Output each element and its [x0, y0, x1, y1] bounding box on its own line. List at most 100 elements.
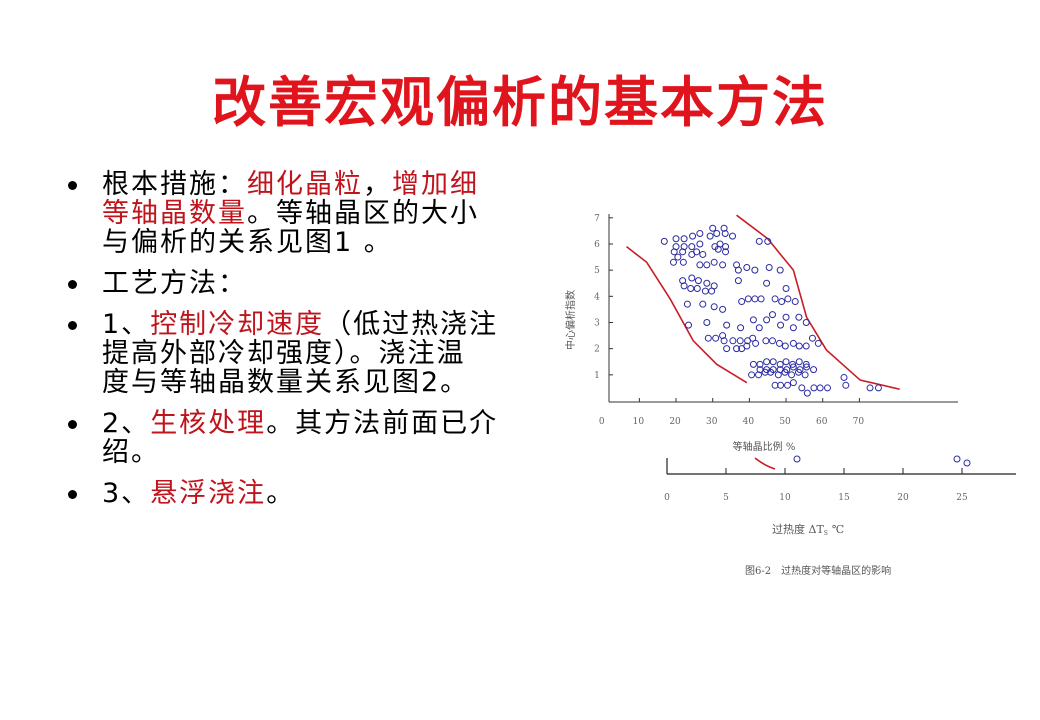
data-point [795, 313, 803, 321]
data-point [722, 243, 730, 251]
y-tick-label: 3 [594, 318, 600, 328]
bullet-line: 度与等轴晶数量关系见图2。 [102, 368, 552, 397]
data-point [810, 384, 818, 392]
data-point [701, 287, 709, 295]
highlighted-text: 控制冷却速度 [150, 309, 325, 340]
data-point [704, 334, 712, 342]
data-point [775, 339, 783, 347]
y-tick-label: 5 [594, 266, 600, 276]
x-tick-label: 50 [779, 417, 791, 427]
data-point [749, 334, 757, 342]
x-tick-label-2: 20 [897, 493, 909, 503]
data-point [771, 295, 779, 303]
data-point [764, 237, 772, 245]
bullet-line: 工艺方法： [102, 269, 552, 298]
data-point [706, 232, 714, 240]
data-point [823, 384, 831, 392]
data-point [694, 277, 702, 285]
text-segment: ， [363, 169, 392, 200]
data-point [734, 266, 742, 274]
data-point [798, 384, 806, 392]
data-point [795, 368, 803, 376]
data-point [751, 295, 759, 303]
data-point [763, 279, 771, 287]
data-point [769, 358, 777, 366]
data-point [709, 224, 717, 232]
text-segment: 提高外部冷却强度）。浇注温 [102, 338, 466, 369]
data-point [777, 321, 785, 329]
highlighted-text: 增加细 [392, 169, 479, 200]
data-point [866, 384, 874, 392]
data-point [720, 224, 728, 232]
x-axis-title-2: 过热度 ΔTS ℃ [772, 522, 844, 537]
data-point [767, 368, 775, 376]
data-point [802, 360, 810, 368]
data-point [674, 253, 682, 261]
bullet-line: 等轴晶数量。等轴晶区的大小 [102, 199, 552, 228]
data-point [719, 305, 727, 313]
data-point [782, 313, 790, 321]
data-point [696, 240, 704, 248]
data-point [670, 248, 678, 256]
data-point [689, 232, 697, 240]
data-point [693, 284, 701, 292]
data-point [714, 245, 722, 253]
data-point [672, 235, 680, 243]
data-point [762, 337, 770, 345]
highlighted-text: 悬浮浇注 [150, 478, 267, 509]
data-point [736, 337, 744, 345]
data-point [768, 337, 776, 345]
text-segment: 度与等轴晶数量关系见图2。 [102, 367, 470, 398]
data-point [720, 337, 728, 345]
data-point [688, 274, 696, 282]
bullet-line: 2、生核处理。其方法前面已介 [102, 409, 552, 438]
data-point [679, 258, 687, 266]
data-point [757, 295, 765, 303]
data-point [776, 360, 784, 368]
data-point [842, 381, 850, 389]
text-segment: 。其方法前面已介 [266, 408, 499, 439]
data-point [749, 316, 757, 324]
bullet-line: 1、控制冷却速度（低过热浇注 [102, 310, 552, 339]
data-point [763, 316, 771, 324]
x-tick-label-2: 25 [956, 493, 968, 503]
data-point [777, 381, 785, 389]
highlighted-text: 生核处理 [150, 408, 267, 439]
bullet-line: 3、悬浮浇注。 [102, 479, 552, 508]
data-point [703, 261, 711, 269]
data-point [782, 284, 790, 292]
data-point [816, 384, 824, 392]
data-point [755, 324, 763, 332]
data-point [803, 389, 811, 397]
data-point [703, 318, 711, 326]
data-point [791, 298, 799, 306]
data-point [737, 324, 745, 332]
data-point [784, 295, 792, 303]
data-point [713, 230, 721, 238]
data-point [788, 371, 796, 379]
data-point [784, 381, 792, 389]
data-point [755, 371, 763, 379]
data-point [749, 360, 757, 368]
data-point [782, 358, 790, 366]
figure-caption: 图6-2 过热度对等轴晶区的影响 [745, 564, 891, 577]
data-point [789, 379, 797, 387]
data-point [722, 248, 730, 256]
data-point [719, 261, 727, 269]
highlighted-text: 细化晶粒 [247, 169, 363, 200]
text-segment: 与偏析的关系见图1 。 [102, 227, 393, 258]
data-point [699, 250, 707, 258]
x-tick-label: 40 [743, 417, 755, 427]
data-point [752, 339, 760, 347]
data-point [710, 303, 718, 311]
data-point [687, 284, 695, 292]
data-point [755, 237, 763, 245]
data-point [679, 248, 687, 256]
x-tick-label-2: 5 [723, 493, 729, 503]
data-point [696, 230, 704, 238]
y-tick-label: 4 [594, 292, 600, 302]
data-point [801, 371, 809, 379]
data-point [685, 321, 693, 329]
data-point [789, 324, 797, 332]
